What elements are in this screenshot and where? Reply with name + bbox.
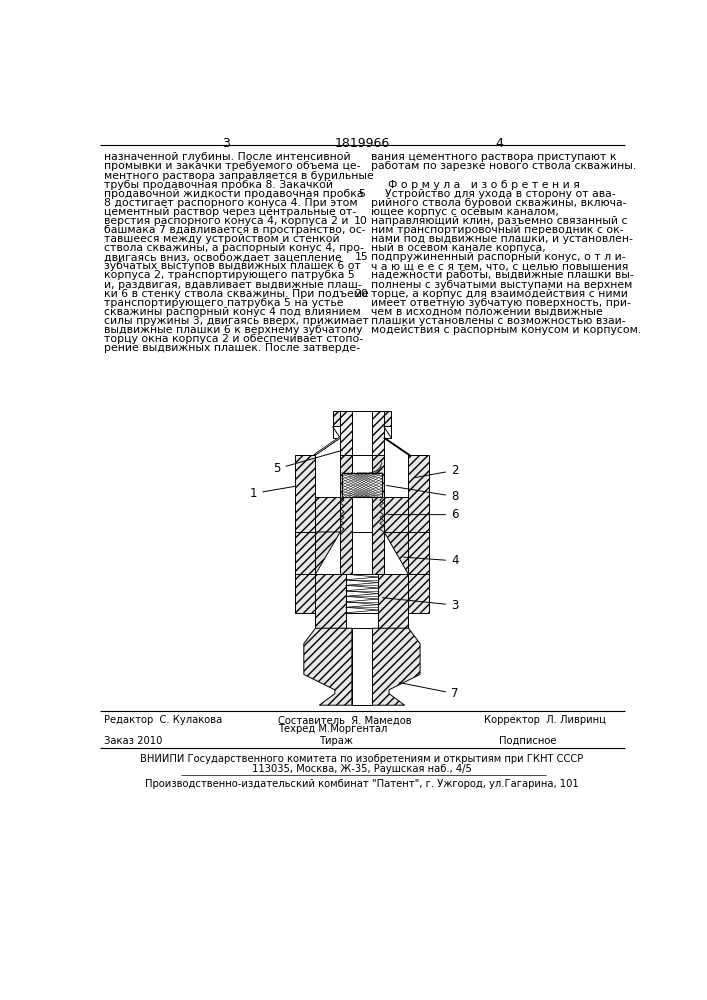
Text: 5: 5 [358, 189, 365, 199]
Text: 10: 10 [354, 216, 368, 226]
Text: скважины распорный конус 4 под влиянием: скважины распорный конус 4 под влиянием [104, 307, 361, 317]
Text: ствола скважины, а распорный конус 4, про-: ствола скважины, а распорный конус 4, пр… [104, 243, 363, 253]
Text: и, раздвигая, вдавливает выдвижные плаш-: и, раздвигая, вдавливает выдвижные плаш- [104, 280, 361, 290]
Text: ч а ю щ е е с я тем, что, с целью повышения: ч а ю щ е е с я тем, что, с целью повыше… [371, 261, 629, 271]
Text: чем в исходном положении выдвижные: чем в исходном положении выдвижные [371, 307, 603, 317]
Bar [340, 411, 352, 474]
Text: 5: 5 [273, 450, 342, 475]
Bar [352, 628, 372, 705]
Text: 15: 15 [354, 252, 368, 262]
Bar [315, 574, 346, 628]
Text: выдвижные плашки 6 к верхнему зубчатому: выдвижные плашки 6 к верхнему зубчатому [104, 325, 363, 335]
Text: Техред М.Моргентал: Техред М.Моргентал [279, 724, 387, 734]
Text: Заказ 2010: Заказ 2010 [104, 736, 162, 746]
Text: надежности работы, выдвижные плашки вы-: надежности работы, выдвижные плашки вы- [371, 270, 634, 280]
Text: ментного раствора заправляется в бурильные: ментного раствора заправляется в бурильн… [104, 171, 373, 181]
Bar [352, 532, 372, 574]
Text: башмака 7 вдавливается в пространство, ос-: башмака 7 вдавливается в пространство, о… [104, 225, 366, 235]
Polygon shape [384, 438, 410, 455]
Bar [295, 532, 315, 574]
Text: модействия с распорным конусом и корпусом.: модействия с распорным конусом и корпусо… [371, 325, 641, 335]
Bar [378, 574, 409, 628]
Text: 3: 3 [382, 598, 458, 612]
Text: имеет ответную зубчатую поверхность, при-: имеет ответную зубчатую поверхность, при… [371, 298, 631, 308]
Text: 8: 8 [387, 485, 458, 503]
Text: Устройство для ухода в сторону от ава-: Устройство для ухода в сторону от ава- [371, 189, 616, 199]
Bar [295, 455, 315, 613]
Text: подпружиненный распорный конус, о т л и-: подпружиненный распорный конус, о т л и- [371, 252, 626, 262]
Polygon shape [314, 438, 340, 455]
Polygon shape [384, 411, 392, 426]
Bar [409, 455, 429, 613]
Text: транспортирующего патрубка 5 на устье: транспортирующего патрубка 5 на устье [104, 298, 344, 308]
Text: рийного ствола буровой скважины, включа-: рийного ствола буровой скважины, включа- [371, 198, 626, 208]
Polygon shape [315, 532, 340, 574]
Text: продавочной жидкости продавочная пробка: продавочной жидкости продавочная пробка [104, 189, 363, 199]
Polygon shape [384, 426, 392, 438]
Bar [340, 455, 352, 613]
Text: 4: 4 [495, 137, 503, 150]
Text: Тираж: Тираж [320, 736, 354, 746]
Polygon shape [315, 436, 340, 455]
Text: Подписное: Подписное [499, 736, 556, 746]
Text: 7: 7 [399, 683, 459, 700]
Bar [372, 455, 384, 613]
Text: 6: 6 [388, 508, 459, 521]
Text: работам по зарезке нового ствола скважины.: работам по зарезке нового ствола скважин… [371, 161, 636, 171]
Text: Корректор  Л. Ливринц: Корректор Л. Ливринц [484, 715, 606, 725]
Bar [384, 497, 409, 532]
Text: торце, а корпус для взаимодействия с ними: торце, а корпус для взаимодействия с ним… [371, 289, 628, 299]
Text: 2: 2 [415, 464, 459, 478]
Text: ки 6 в стенку ствола скважины. При подъеме: ки 6 в стенку ствола скважины. При подъе… [104, 289, 368, 299]
Polygon shape [372, 628, 420, 705]
Polygon shape [384, 532, 409, 574]
Bar [352, 455, 372, 613]
Bar [409, 532, 429, 574]
Text: направляющий клин, разъемно связанный с: направляющий клин, разъемно связанный с [371, 216, 628, 226]
Text: Редактор  С. Кулакова: Редактор С. Кулакова [104, 715, 222, 725]
Text: корпуса 2, транспортирующего патрубка 5: корпуса 2, транспортирующего патрубка 5 [104, 270, 355, 280]
Text: ним транспортировочный переводник с ок-: ним транспортировочный переводник с ок- [371, 225, 624, 235]
Text: нами под выдвижные плашки, и установлен-: нами под выдвижные плашки, и установлен- [371, 234, 633, 244]
Polygon shape [332, 426, 340, 438]
Text: ВНИИПИ Государственного комитета по изобретениям и открытиям при ГКНТ СССР: ВНИИПИ Государственного комитета по изоб… [140, 754, 583, 764]
Text: Производственно-издательский комбинат "Патент", г. Ужгород, ул.Гагарина, 101: Производственно-издательский комбинат "П… [145, 779, 579, 789]
Polygon shape [332, 411, 340, 426]
Text: плашки установлены с возможностью взаи-: плашки установлены с возможностью взаи- [371, 316, 626, 326]
Text: верстия распорного конуса 4, корпуса 2 и: верстия распорного конуса 4, корпуса 2 и [104, 216, 349, 226]
Bar [346, 574, 378, 613]
Bar [315, 497, 340, 532]
Text: тавшееся между устройством и стенкой: тавшееся между устройством и стенкой [104, 234, 339, 244]
Text: промывки и закачки требуемого объема це-: промывки и закачки требуемого объема це- [104, 161, 361, 171]
Text: двигаясь вниз, освобождает зацепление: двигаясь вниз, освобождает зацепление [104, 252, 341, 262]
Text: полнены с зубчатыми выступами на верхнем: полнены с зубчатыми выступами на верхнем [371, 280, 633, 290]
Text: торцу окна корпуса 2 и обеспечивает стопо-: торцу окна корпуса 2 и обеспечивает стоп… [104, 334, 363, 344]
Text: Составитель  Я. Мамедов: Составитель Я. Мамедов [279, 715, 412, 725]
Text: рение выдвижных плашек. После затверде-: рение выдвижных плашек. После затверде- [104, 343, 360, 353]
Text: 3: 3 [221, 137, 230, 150]
Text: силы пружины 3, двигаясь вверх, прижимает: силы пружины 3, двигаясь вверх, прижимае… [104, 316, 369, 326]
Bar [352, 411, 372, 474]
Text: 113035, Москва, Ж-35, Раушская наб., 4/5: 113035, Москва, Ж-35, Раушская наб., 4/5 [252, 764, 472, 774]
Polygon shape [304, 628, 352, 705]
Bar [372, 411, 384, 474]
Text: трубы продавочная пробка 8. Закачкой: трубы продавочная пробка 8. Закачкой [104, 180, 333, 190]
Text: цементный раствор через центральные от-: цементный раствор через центральные от- [104, 207, 356, 217]
Text: ющее корпус с осевым каналом,: ющее корпус с осевым каналом, [371, 207, 559, 217]
Text: ный в осевом канале корпуса,: ный в осевом канале корпуса, [371, 243, 546, 253]
Text: 1819966: 1819966 [334, 137, 390, 150]
Text: Ф о р м у л а   и з о б р е т е н и я: Ф о р м у л а и з о б р е т е н и я [387, 180, 580, 190]
Text: вания цементного раствора приступают к: вания цементного раствора приступают к [371, 152, 617, 162]
Text: 1: 1 [250, 486, 296, 500]
Text: зубчатых выступов выдвижных плашек 6 от: зубчатых выступов выдвижных плашек 6 от [104, 261, 361, 271]
Text: назначенной глубины. После интенсивной: назначенной глубины. После интенсивной [104, 152, 351, 162]
Text: 4: 4 [404, 554, 459, 567]
Text: 8 достигает распорного конуса 4. При этом: 8 достигает распорного конуса 4. При это… [104, 198, 358, 208]
Bar [341, 473, 382, 497]
Text: 20: 20 [354, 289, 368, 299]
